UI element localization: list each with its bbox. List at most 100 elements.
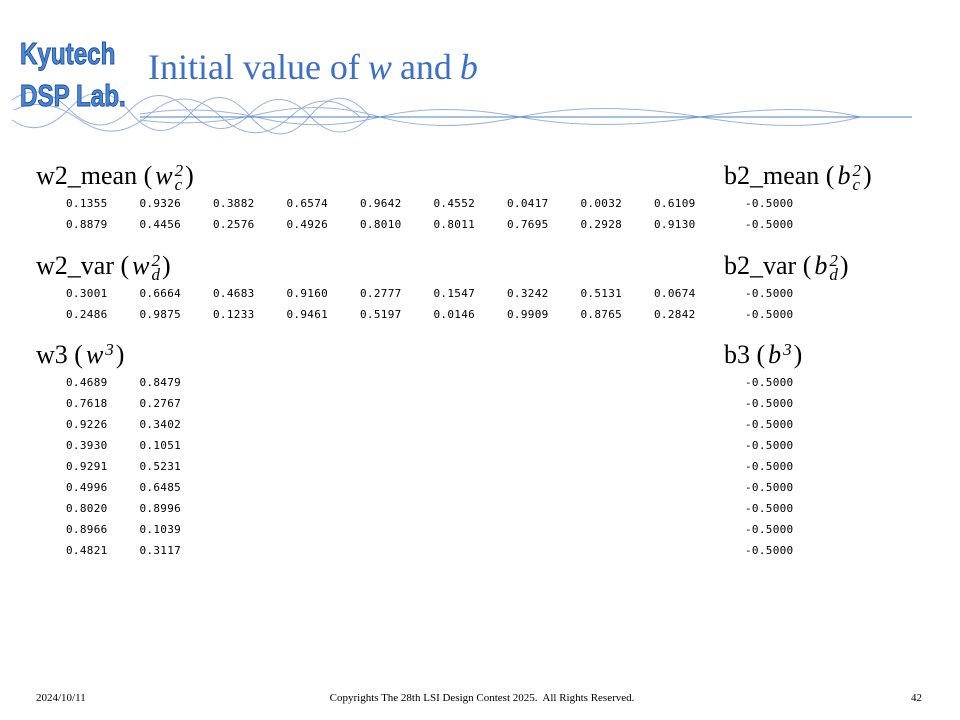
table-cell: 0.0674: [654, 287, 696, 300]
table-cell: -0.5000: [745, 460, 794, 473]
heading-sub: c: [852, 175, 861, 195]
heading-sup: 3: [783, 340, 792, 360]
title-math: b: [459, 47, 478, 87]
heading-symbol: b: [814, 251, 828, 280]
table-cell: 0.3001: [66, 287, 108, 300]
table-cell: 0.9461: [286, 308, 329, 321]
table-cell: 0.1233: [213, 308, 255, 321]
table-cell: 0.8996: [139, 502, 182, 515]
section-heading: w2_var (w 2 d): [36, 250, 171, 285]
table-cell: 0.2767: [139, 397, 182, 410]
title-text: Initial value of: [148, 47, 360, 87]
table-cell: 0.6109: [654, 197, 696, 210]
table-cell: -0.5000: [745, 397, 794, 410]
table-cell: -0.5000: [745, 218, 794, 231]
section-heading: w2_mean (w 2 c): [36, 160, 194, 195]
logo-line: DSP Lab.: [20, 78, 126, 114]
heading-text: ): [839, 251, 849, 280]
footer-copyright: Copyrights The 28th LSI Design Contest 2…: [329, 692, 635, 704]
table-cell: 0.8879: [66, 218, 108, 231]
table-cell: 0.8011: [433, 218, 476, 231]
table-cell: 0.4456: [139, 218, 182, 231]
table-cell: 0.2928: [580, 218, 623, 231]
heading-symbol: w: [85, 340, 104, 369]
heading-symbol: w: [155, 161, 173, 190]
table-cell: -0.5000: [745, 287, 794, 300]
table-cell: 0.9909: [507, 308, 549, 321]
table-cell: 0.6574: [286, 197, 329, 210]
table-cell: 0.7695: [507, 218, 549, 231]
table-cell: 0.3402: [139, 418, 182, 431]
footer-date: 2024/10/11: [36, 692, 86, 704]
heading-symbol: w: [132, 251, 150, 280]
title-math: w: [367, 47, 392, 87]
heading-sub-space: [105, 357, 114, 371]
table-cell: -0.5000: [745, 439, 794, 452]
heading-sub: d: [829, 265, 838, 285]
heading-sup: 2: [174, 161, 184, 181]
logo-line: Kyutech: [20, 36, 116, 72]
heading-text: b3 (: [724, 340, 766, 369]
table-cell: 0.5197: [360, 308, 402, 321]
table-cell: 0.8479: [139, 376, 182, 389]
table-cell: 0.1051: [139, 439, 182, 452]
table-cell: -0.5000: [745, 308, 794, 321]
heading-symbol: b: [768, 340, 782, 369]
heading-sup: 2: [852, 161, 861, 181]
table-cell: 0.1355: [66, 197, 108, 210]
table-cell: 0.4689: [66, 376, 108, 389]
table-cell: 0.6664: [139, 287, 182, 300]
heading-sup: 3: [105, 340, 114, 360]
heading-text: b2_var (: [724, 251, 812, 280]
table-cell: -0.5000: [745, 197, 794, 210]
table-cell: -0.5000: [745, 523, 794, 536]
section-heading: b2_var (b 2 d): [724, 250, 849, 285]
table-cell: 0.4683: [213, 287, 255, 300]
table-cell: 0.5131: [580, 287, 623, 300]
heading-sub-space: [783, 357, 792, 371]
table-cell: 0.8966: [66, 523, 108, 536]
table-cell: 0.9291: [66, 460, 108, 473]
table-cell: 0.0032: [580, 197, 623, 210]
heading-text: w2_mean (: [36, 161, 153, 190]
table-cell: 0.9326: [139, 197, 182, 210]
table-cell: 0.8020: [66, 502, 108, 515]
table-cell: 0.1039: [139, 523, 182, 536]
heading-text: w2_var (: [36, 251, 130, 280]
table-cell: 0.3882: [213, 197, 255, 210]
title-text: and: [399, 47, 452, 87]
table-cell: 0.3117: [139, 544, 182, 557]
table-cell: 0.6485: [139, 481, 182, 494]
slide-title: Initial value of w and b: [148, 46, 486, 88]
table-cell: 0.9642: [360, 197, 402, 210]
table-cell: 0.2576: [213, 218, 255, 231]
heading-symbol: b: [837, 161, 851, 190]
heading-text: ): [185, 161, 194, 190]
table-cell: 0.9226: [66, 418, 108, 431]
table-cell: -0.5000: [745, 481, 794, 494]
table-cell: 0.0417: [507, 197, 549, 210]
table-cell: -0.5000: [745, 376, 794, 389]
table-cell: 0.9130: [654, 218, 696, 231]
table-cell: 0.3242: [507, 287, 549, 300]
heading-sub: d: [151, 265, 160, 285]
heading-text: ): [115, 340, 125, 369]
heading-sup: 2: [829, 251, 838, 271]
table-cell: 0.1547: [433, 287, 476, 300]
section-heading: b3 (b 3 ): [724, 339, 802, 371]
table-cell: 0.9875: [139, 308, 182, 321]
heading-index: 3: [105, 340, 114, 371]
table-cell: -0.5000: [745, 418, 794, 431]
heading-sub: c: [174, 175, 183, 195]
table-cell: 0.2842: [654, 308, 696, 321]
table-cell: 0.2777: [360, 287, 402, 300]
heading-text: ): [793, 340, 803, 369]
table-cell: 0.5231: [139, 460, 182, 473]
table-cell: 0.9160: [286, 287, 329, 300]
